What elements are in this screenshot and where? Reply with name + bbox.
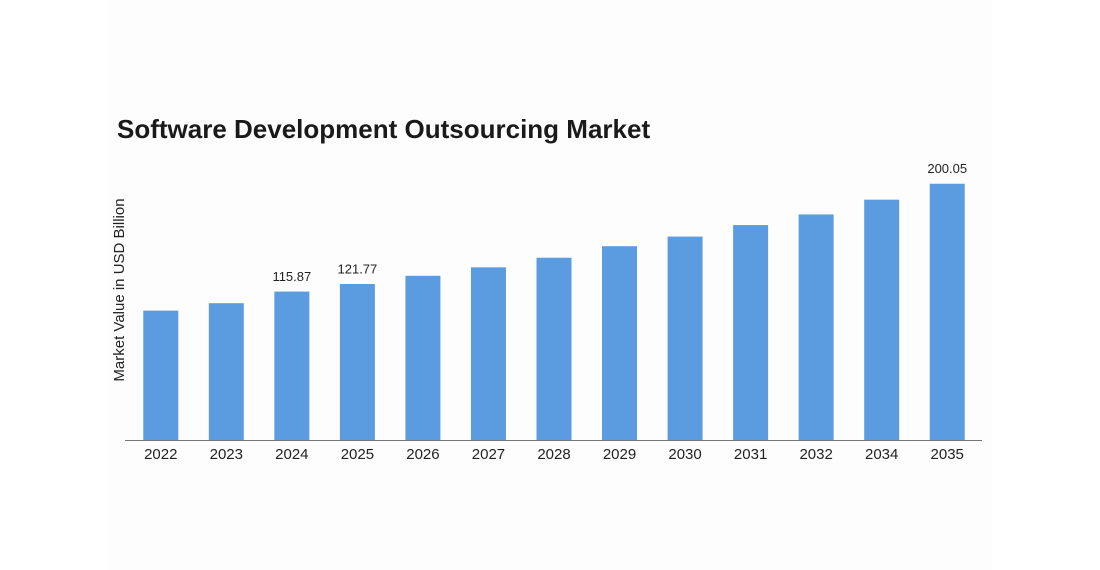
x-tick-label: 2029 <box>603 446 636 463</box>
x-tick-label: 2025 <box>341 446 374 463</box>
x-tick-label: 2031 <box>734 446 767 463</box>
bar <box>405 275 441 440</box>
x-tick-label: 2026 <box>406 446 439 463</box>
bar <box>470 267 506 440</box>
x-tick-label: 2022 <box>144 446 177 463</box>
bar <box>339 284 375 440</box>
x-tick-label: 2034 <box>865 446 898 463</box>
value-label: 121.77 <box>338 261 378 276</box>
bar <box>208 303 244 440</box>
x-tick-label: 2035 <box>931 446 964 463</box>
x-tick-label: 2028 <box>537 446 570 463</box>
bar <box>536 257 572 440</box>
bar <box>143 310 179 440</box>
x-tick-label: 2030 <box>668 446 701 463</box>
bar <box>274 291 310 440</box>
bar <box>602 246 638 440</box>
bar <box>667 236 703 440</box>
value-label: 200.05 <box>927 161 967 176</box>
chart-title: Software Development Outsourcing Market <box>117 114 650 144</box>
y-axis-label: Market Value in USD Billion <box>111 198 128 381</box>
bar <box>733 225 769 440</box>
value-label: 115.87 <box>272 269 311 284</box>
bar <box>929 183 965 440</box>
bar <box>798 214 834 440</box>
x-tick-label: 2023 <box>210 446 243 463</box>
bar <box>864 199 900 440</box>
x-tick-label: 2027 <box>472 446 505 463</box>
x-tick-label: 2024 <box>275 446 308 463</box>
x-tick-label: 2032 <box>799 446 832 463</box>
